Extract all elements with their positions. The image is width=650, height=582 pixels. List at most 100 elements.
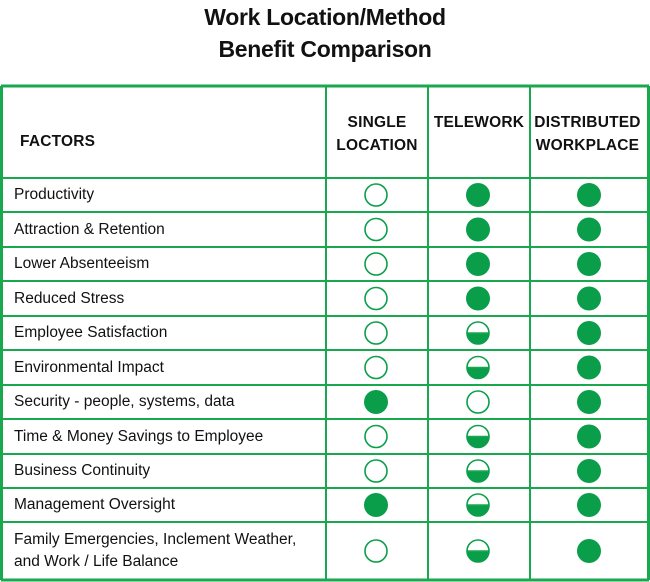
rating-half-fill bbox=[467, 551, 489, 562]
factor-label: Attraction & Retention bbox=[14, 219, 165, 241]
rating-full-circle bbox=[577, 286, 601, 311]
header-telework: TELEWORK bbox=[428, 111, 530, 134]
rating-outline bbox=[364, 252, 388, 276]
rating-empty-circle bbox=[364, 321, 388, 345]
rating-half-circle bbox=[466, 355, 490, 380]
rating-full-dot bbox=[577, 459, 601, 483]
rating-outline bbox=[364, 355, 388, 380]
rating-full-dot bbox=[364, 493, 388, 517]
header-distributed-line1: DISTRIBUTED bbox=[534, 114, 641, 131]
rating-outline bbox=[364, 539, 388, 563]
rating-half-circle bbox=[466, 424, 490, 449]
rating-empty-circle bbox=[466, 390, 490, 414]
header-distributed-line2: WORKPLACE bbox=[535, 137, 640, 154]
rating-half-fill bbox=[467, 505, 489, 516]
rating-full-dot bbox=[466, 252, 490, 276]
rating-outline bbox=[466, 424, 490, 449]
factor-label-line1: Environmental Impact bbox=[14, 358, 164, 376]
rating-full-circle bbox=[577, 321, 601, 345]
rating-half-fill bbox=[467, 471, 489, 482]
rating-outline bbox=[364, 217, 388, 242]
rating-full-circle bbox=[364, 390, 388, 414]
rating-full-dot bbox=[577, 286, 601, 311]
rating-outline bbox=[364, 424, 388, 449]
rating-full-dot bbox=[466, 217, 490, 242]
rating-outline bbox=[364, 321, 388, 345]
rating-full-dot bbox=[577, 355, 601, 380]
factor-label-line1: Time & Money Savings to Employee bbox=[14, 427, 264, 445]
rating-full-circle bbox=[364, 493, 388, 517]
factor-label-line1: Attraction & Retention bbox=[14, 220, 165, 238]
rating-empty-circle bbox=[364, 459, 388, 483]
comparison-table bbox=[0, 84, 650, 582]
rating-full-circle bbox=[577, 217, 601, 242]
factor-label-line1: Lower Absenteeism bbox=[14, 255, 150, 272]
factor-label: Security - people, systems, data bbox=[14, 391, 235, 413]
rating-full-dot bbox=[466, 286, 490, 311]
rating-full-dot bbox=[577, 390, 601, 414]
rating-half-fill bbox=[467, 333, 489, 344]
factor-label: Management Oversight bbox=[14, 494, 175, 516]
header-single-line2: LOCATION bbox=[336, 137, 418, 154]
rating-full-dot bbox=[577, 424, 601, 449]
rating-half-circle bbox=[466, 539, 490, 563]
factor-label: Environmental Impact bbox=[14, 357, 164, 379]
rating-empty-circle bbox=[364, 252, 388, 276]
rating-outline bbox=[466, 493, 490, 517]
rating-outline bbox=[466, 390, 490, 414]
rating-full-circle bbox=[466, 183, 490, 207]
rating-outline bbox=[466, 321, 490, 345]
rating-full-circle bbox=[577, 539, 601, 563]
header-distributed-workplace: DISTRIBUTED WORKPLACE bbox=[530, 111, 645, 157]
rating-full-dot bbox=[577, 217, 601, 242]
header-telework-label: TELEWORK bbox=[433, 114, 525, 131]
rating-outline bbox=[364, 459, 388, 483]
factor-label: Lower Absenteeism bbox=[14, 253, 149, 275]
rating-full-circle bbox=[577, 459, 601, 483]
rating-half-fill bbox=[467, 367, 489, 379]
header-single-line1: SINGLE bbox=[347, 114, 407, 131]
factor-label: Family Emergencies, Inclement Weather, an… bbox=[14, 529, 296, 573]
rating-empty-circle bbox=[364, 217, 388, 242]
rating-full-dot bbox=[577, 183, 601, 207]
rating-full-dot bbox=[577, 493, 601, 517]
chart-title-line1: Work Location/Method bbox=[204, 4, 446, 30]
rating-full-circle bbox=[466, 217, 490, 242]
factor-label: Employee Satisfaction bbox=[14, 322, 167, 344]
rating-full-circle bbox=[466, 252, 490, 276]
factor-label: Business Continuity bbox=[14, 460, 150, 482]
factor-label-line1: Management Oversight bbox=[14, 496, 176, 513]
rating-empty-circle bbox=[364, 286, 388, 311]
factor-label-line1: Employee Satisfaction bbox=[14, 324, 168, 341]
rating-full-dot bbox=[577, 321, 601, 345]
rating-full-circle bbox=[577, 424, 601, 449]
rating-outline bbox=[466, 355, 490, 380]
factor-label-line1: Family Emergencies, Inclement Weather, bbox=[14, 531, 297, 548]
rating-empty-circle bbox=[364, 355, 388, 380]
factor-label: Reduced Stress bbox=[14, 288, 124, 310]
rating-full-dot bbox=[466, 183, 490, 207]
rating-full-dot bbox=[364, 390, 388, 414]
rating-outline bbox=[466, 539, 490, 563]
factor-label-line1: Reduced Stress bbox=[14, 289, 125, 307]
header-single-location: SINGLE LOCATION bbox=[326, 111, 428, 157]
factor-label-line2: and Work / Life Balance bbox=[14, 553, 179, 570]
chart-title-line2: Benefit Comparison bbox=[218, 36, 432, 62]
rating-half-circle bbox=[466, 459, 490, 483]
rating-half-fill bbox=[467, 436, 489, 448]
factor-label-line1: Productivity bbox=[14, 186, 95, 203]
factor-label: Time & Money Savings to Employee bbox=[14, 426, 263, 448]
rating-half-circle bbox=[466, 493, 490, 517]
rating-outline bbox=[466, 459, 490, 483]
rating-full-dot bbox=[577, 252, 601, 276]
rating-full-circle bbox=[577, 252, 601, 276]
rating-outline bbox=[364, 286, 388, 311]
rating-empty-circle bbox=[364, 424, 388, 449]
header-factors: FACTORS bbox=[20, 130, 95, 153]
rating-outline bbox=[364, 183, 388, 207]
rating-empty-circle bbox=[364, 183, 388, 207]
rating-empty-circle bbox=[364, 539, 388, 563]
factor-label: Productivity bbox=[14, 184, 94, 206]
rating-full-circle bbox=[577, 493, 601, 517]
rating-full-circle bbox=[577, 390, 601, 414]
